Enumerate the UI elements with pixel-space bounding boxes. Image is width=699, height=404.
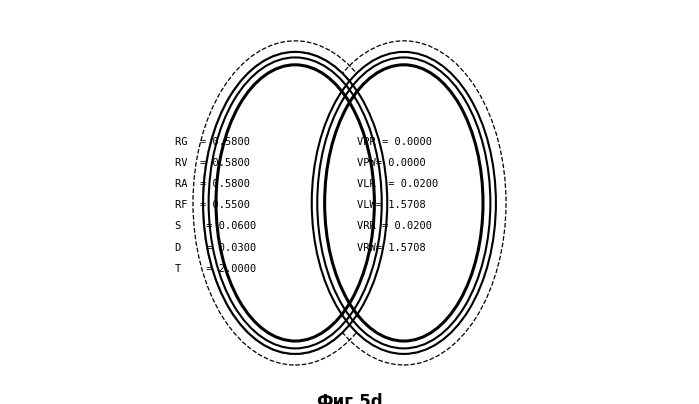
Text: VRW= 1.5708: VRW= 1.5708 xyxy=(357,242,426,252)
Text: RF  = 0.5500: RF = 0.5500 xyxy=(175,200,250,210)
Text: VRR = 0.0200: VRR = 0.0200 xyxy=(357,221,432,231)
Text: VLW= 1.5708: VLW= 1.5708 xyxy=(357,200,426,210)
Text: VPW= 0.0000: VPW= 0.0000 xyxy=(357,158,426,168)
Text: VPR = 0.0000: VPR = 0.0000 xyxy=(357,137,432,147)
Text: RA  = 0.5800: RA = 0.5800 xyxy=(175,179,250,189)
Ellipse shape xyxy=(202,51,388,355)
Text: S    = 0.0600: S = 0.0600 xyxy=(175,221,256,231)
Text: VLR  = 0.0200: VLR = 0.0200 xyxy=(357,179,438,189)
Text: RG  = 0.5800: RG = 0.5800 xyxy=(175,137,250,147)
Ellipse shape xyxy=(311,51,497,355)
Text: RV  = 0.5800: RV = 0.5800 xyxy=(175,158,250,168)
Text: Фиг.5d: Фиг.5d xyxy=(316,393,383,404)
Text: T    = 2.0000: T = 2.0000 xyxy=(175,264,256,274)
Text: D    = 0.0300: D = 0.0300 xyxy=(175,242,256,252)
